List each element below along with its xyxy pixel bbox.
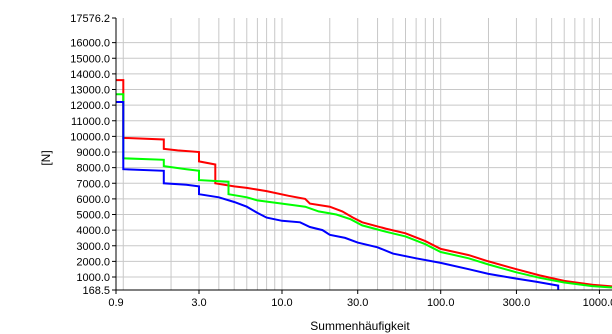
y-tick-label: 13000.0 [70,85,110,97]
y-tick-label: 7000.0 [76,178,110,190]
x-axis-label: Summenhäufigkeit [310,319,410,333]
grid-lines [115,18,612,290]
y-tick-label: 16000.0 [70,38,110,50]
series-layer [116,79,612,290]
x-tick-label: 10.0 [271,297,292,309]
x-tick-label: 1000.0 [583,297,612,309]
y-axis-label: [N] [39,150,53,165]
x-tick-label: 0.9 [108,297,123,309]
y-tick-label: 5000.0 [76,210,110,222]
y-tick-label: 10000.0 [70,131,110,143]
x-tick-label: 100.0 [427,297,455,309]
y-tick-label: 6000.0 [76,194,110,206]
y-tick-label: 3000.0 [76,241,110,253]
x-tick-label: 300.0 [503,297,531,309]
y-tick-label: 2000.0 [76,256,110,268]
y-tick-label: 17576.2 [70,13,110,25]
y-tick-label: 9000.0 [76,147,110,159]
x-tick-label: 30.0 [347,297,368,309]
y-tick-label: 4000.0 [76,225,110,237]
y-tick-label: 1000.0 [76,272,110,284]
series-line-2 [116,93,612,289]
y-tick-label: 8000.0 [76,163,110,175]
x-tick-label: 3.0 [191,297,206,309]
series-line-1 [116,79,612,288]
x-tick-labels: 0.9 3.0 10.0 30.0 100.0 300.0 1000.0 [108,290,612,309]
y-tick-label: 11000.0 [71,116,110,128]
y-tick-label: 12000.0 [70,100,110,112]
y-tick-label: 15000.0 [70,53,110,65]
y-tick-label: 168.5 [82,285,110,297]
y-tick-label: 14000.0 [70,69,110,81]
series-line-3 [116,101,560,290]
